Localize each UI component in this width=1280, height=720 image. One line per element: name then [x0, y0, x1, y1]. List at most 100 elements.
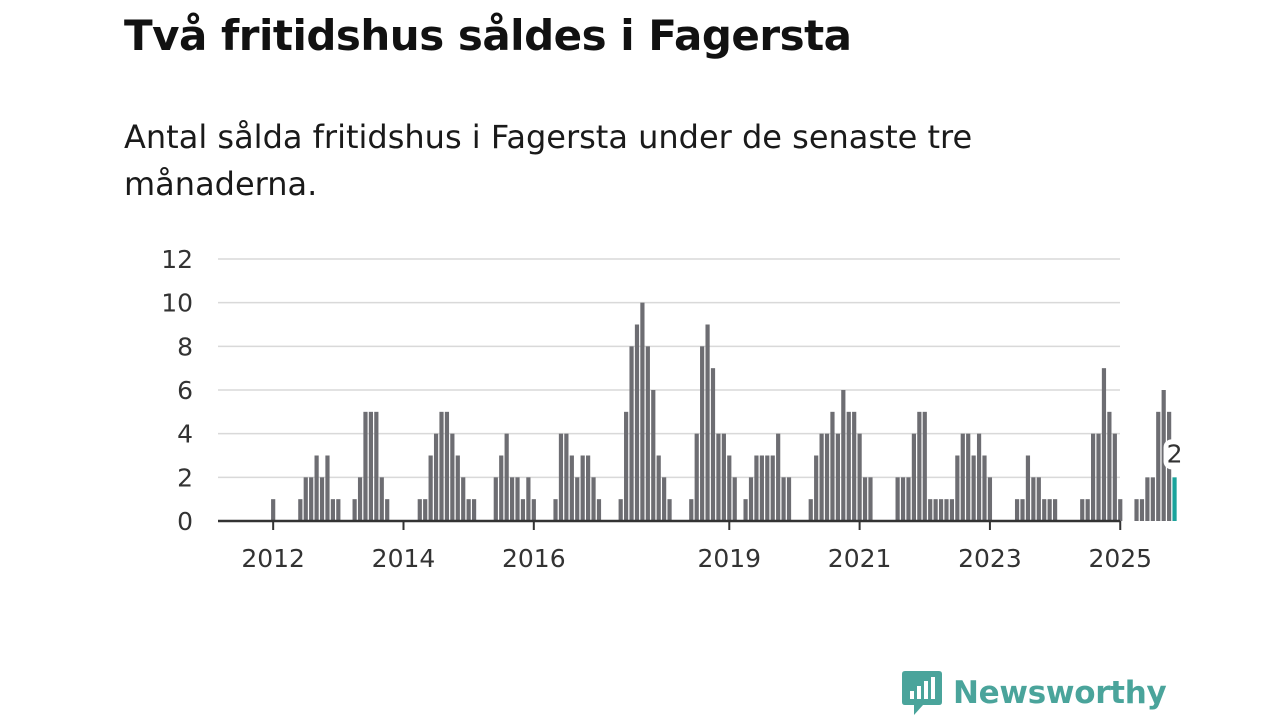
- newsworthy-logo-icon: [902, 671, 942, 715]
- bar: [1052, 499, 1058, 521]
- bar: [895, 477, 900, 521]
- bar: [423, 499, 428, 521]
- bar: [586, 455, 591, 521]
- bar: [656, 455, 661, 521]
- bar: [819, 433, 824, 521]
- y-axis-labels: 0 2 4 6 8 10 12: [161, 245, 193, 536]
- bar: [841, 390, 846, 521]
- bar: [374, 411, 379, 521]
- chart-title: Två fritidshus såldes i Fagersta: [124, 11, 852, 60]
- bar: [830, 411, 835, 521]
- bar: [949, 499, 955, 521]
- bar: [520, 499, 526, 521]
- bar: [852, 411, 857, 521]
- bar: [531, 499, 536, 521]
- bar: [428, 455, 433, 521]
- x-tick-label: 2023: [958, 544, 1022, 573]
- bar: [1139, 499, 1145, 521]
- bar: [553, 499, 558, 521]
- bar: [987, 477, 993, 521]
- bar: [499, 455, 504, 521]
- bar: [1156, 411, 1161, 521]
- bar: [1118, 499, 1123, 521]
- bar: [781, 477, 786, 521]
- x-tick-label: 2019: [697, 544, 761, 573]
- bar: [564, 433, 569, 521]
- bar: [743, 499, 748, 521]
- x-axis: 2012 2014 2016 2019 2021 2023 2025: [241, 521, 1152, 573]
- chart-subtitle: Antal sålda fritidshus i Fagersta under …: [124, 118, 973, 203]
- bar: [900, 477, 906, 521]
- bar: [1134, 499, 1139, 521]
- bar: [319, 477, 325, 521]
- bar: [1047, 499, 1052, 521]
- bar: [591, 477, 596, 521]
- bar: [439, 411, 444, 521]
- bar: [721, 433, 726, 521]
- bar: [982, 455, 987, 521]
- bar: [705, 324, 710, 521]
- bar: [471, 499, 477, 521]
- x-tick-label: 2014: [372, 544, 436, 573]
- bars: [271, 302, 1172, 521]
- gridlines: [218, 258, 1120, 479]
- y-tick-label: 4: [177, 420, 193, 449]
- data-label-background: [1163, 439, 1186, 470]
- bar: [835, 433, 840, 521]
- y-tick-label: 0: [177, 507, 193, 536]
- bar: [461, 477, 466, 521]
- bar: [694, 433, 699, 521]
- bar: [906, 477, 911, 521]
- y-tick-label: 8: [177, 332, 193, 361]
- bar: [526, 477, 531, 521]
- bar: [662, 477, 667, 521]
- bar: [515, 477, 520, 521]
- bar: [922, 411, 927, 521]
- bar: [938, 499, 944, 521]
- bar: [917, 411, 922, 521]
- bar: [1112, 433, 1117, 521]
- bar: [618, 499, 623, 521]
- bar: [786, 477, 792, 521]
- bar: [1107, 411, 1112, 521]
- bar: [271, 499, 276, 521]
- bar: [933, 499, 938, 521]
- bar: [493, 477, 498, 521]
- bar: [640, 302, 645, 521]
- bar: [1025, 455, 1031, 521]
- bar: [433, 433, 439, 521]
- y-tick-label: 12: [161, 245, 193, 274]
- y-tick-label: 10: [161, 289, 193, 318]
- bar: [1014, 499, 1020, 521]
- brand-name: Newsworthy: [953, 675, 1167, 711]
- bar: [1096, 433, 1101, 521]
- bar: [455, 455, 460, 521]
- bar: [928, 499, 933, 521]
- brand-logo: Newsworthy: [901, 668, 1167, 718]
- bar: [754, 455, 759, 521]
- data-label: 2: [1167, 439, 1183, 468]
- bar: [651, 390, 656, 521]
- bar: [596, 499, 602, 521]
- bar: [911, 433, 917, 521]
- bar: [727, 455, 732, 521]
- highlight-annotation: 2: [1163, 439, 1186, 521]
- bar: [748, 477, 754, 521]
- bar: [558, 433, 564, 521]
- bar: [309, 477, 314, 521]
- bar: [716, 433, 721, 521]
- bar: [352, 499, 357, 521]
- bar: [336, 499, 341, 521]
- bar: [1080, 499, 1085, 521]
- bar: [808, 499, 813, 521]
- bar: [1042, 499, 1047, 521]
- bar: [298, 499, 303, 521]
- bar: [466, 499, 471, 521]
- bar: [314, 455, 319, 521]
- bar: [1031, 477, 1036, 521]
- bar: [504, 433, 509, 521]
- bar: [960, 433, 965, 521]
- bar: [569, 455, 574, 521]
- bar: [776, 433, 781, 521]
